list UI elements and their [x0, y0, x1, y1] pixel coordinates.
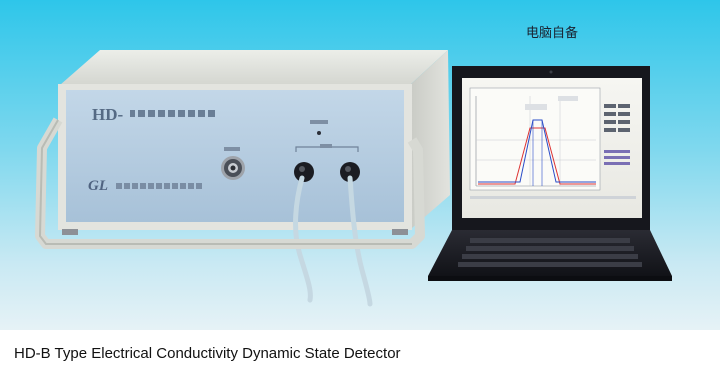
socket-label [320, 144, 332, 148]
brand-logo: GL [88, 178, 108, 194]
probe-connector [221, 156, 245, 180]
laptop-front-edge [428, 276, 672, 281]
panel-label-left [224, 147, 240, 151]
webcam [549, 70, 553, 74]
laptop-base [428, 230, 672, 276]
cabinet-foot-right [392, 229, 408, 235]
device-title-glyphs [130, 110, 215, 117]
figure-caption: HD-B Type Electrical Conductivity Dynami… [14, 345, 401, 362]
cabinet-top [60, 50, 448, 85]
cable-left [293, 175, 313, 303]
front-panel [66, 90, 404, 222]
product-photo: HD- [0, 0, 720, 330]
electrode-socket-left [294, 162, 314, 182]
laptop [428, 66, 672, 281]
detector-instrument: HD- [35, 50, 450, 307]
electrode-socket-right [340, 162, 360, 182]
maker-text-glyphs [116, 183, 202, 189]
indicator-led [317, 131, 321, 135]
panel-label-right-top [310, 120, 328, 124]
laptop-note: 电脑自备 [526, 26, 579, 41]
laptop-keyboard [458, 238, 642, 267]
device-brand-text: HD- [92, 105, 124, 124]
screen-chart [469, 87, 636, 199]
cable-right [347, 175, 373, 307]
cabinet-foot-left [62, 229, 78, 235]
